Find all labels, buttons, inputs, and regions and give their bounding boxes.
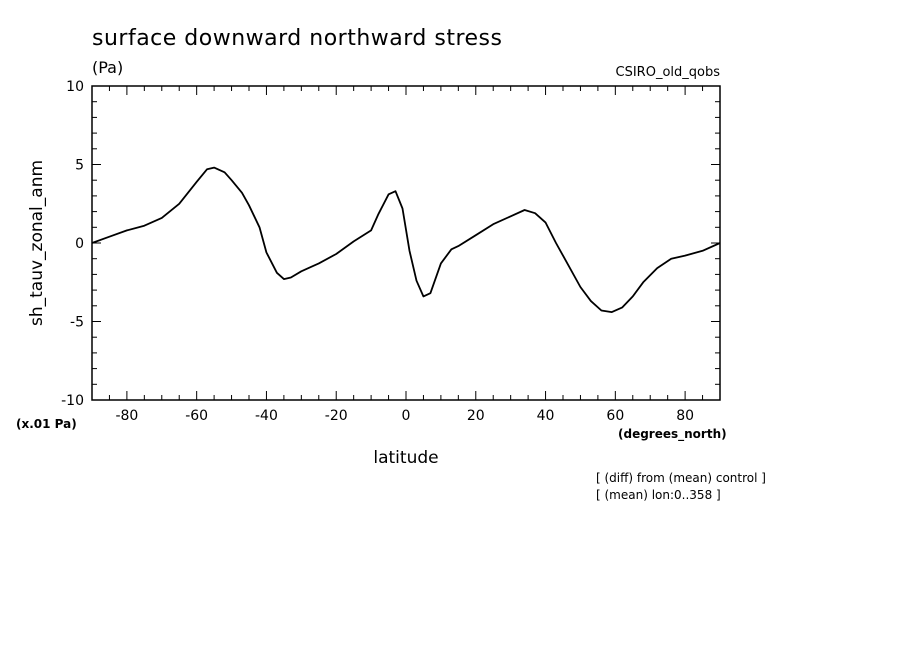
y-tick-labels: -10 -5 0 5 10 bbox=[61, 79, 84, 409]
y-tick-label: -5 bbox=[70, 315, 84, 331]
x-tick-label: 0 bbox=[402, 408, 411, 424]
x-tick-label: 60 bbox=[606, 408, 624, 424]
x-tick-label: -80 bbox=[115, 408, 138, 424]
chart-title: surface downward northward stress bbox=[92, 26, 502, 51]
y-tick-label: 5 bbox=[75, 158, 84, 174]
x-tick-label: 20 bbox=[467, 408, 485, 424]
plot-frame bbox=[91, 85, 721, 401]
x-tick-label: -40 bbox=[255, 408, 278, 424]
y-tick-label: 10 bbox=[66, 79, 84, 95]
units-label: (Pa) bbox=[92, 58, 123, 77]
x-tick-label: 80 bbox=[676, 408, 694, 424]
x-units-label: (degrees_north) bbox=[618, 427, 727, 442]
x-tick-label: 40 bbox=[537, 408, 555, 424]
note-mean: [ (mean) lon:0..358 ] bbox=[596, 488, 721, 502]
x-tick-label: -60 bbox=[185, 408, 208, 424]
x-tick-labels: -80 -60 -40 -20 0 20 40 60 80 bbox=[115, 408, 694, 424]
y-axis-label: sh_tauv_zonal_anm bbox=[27, 160, 47, 326]
model-label: CSIRO_old_qobs bbox=[616, 65, 721, 80]
y-tick-label: 0 bbox=[75, 236, 84, 252]
y-scale-note: (x.01 Pa) bbox=[16, 417, 77, 431]
x-axis-label: latitude bbox=[373, 448, 438, 468]
tick-marks bbox=[91, 85, 721, 401]
x-tick-label: -20 bbox=[325, 408, 348, 424]
y-tick-label: -10 bbox=[61, 393, 84, 409]
series-line bbox=[91, 166, 721, 313]
note-diff: [ (diff) from (mean) control ] bbox=[596, 471, 766, 485]
